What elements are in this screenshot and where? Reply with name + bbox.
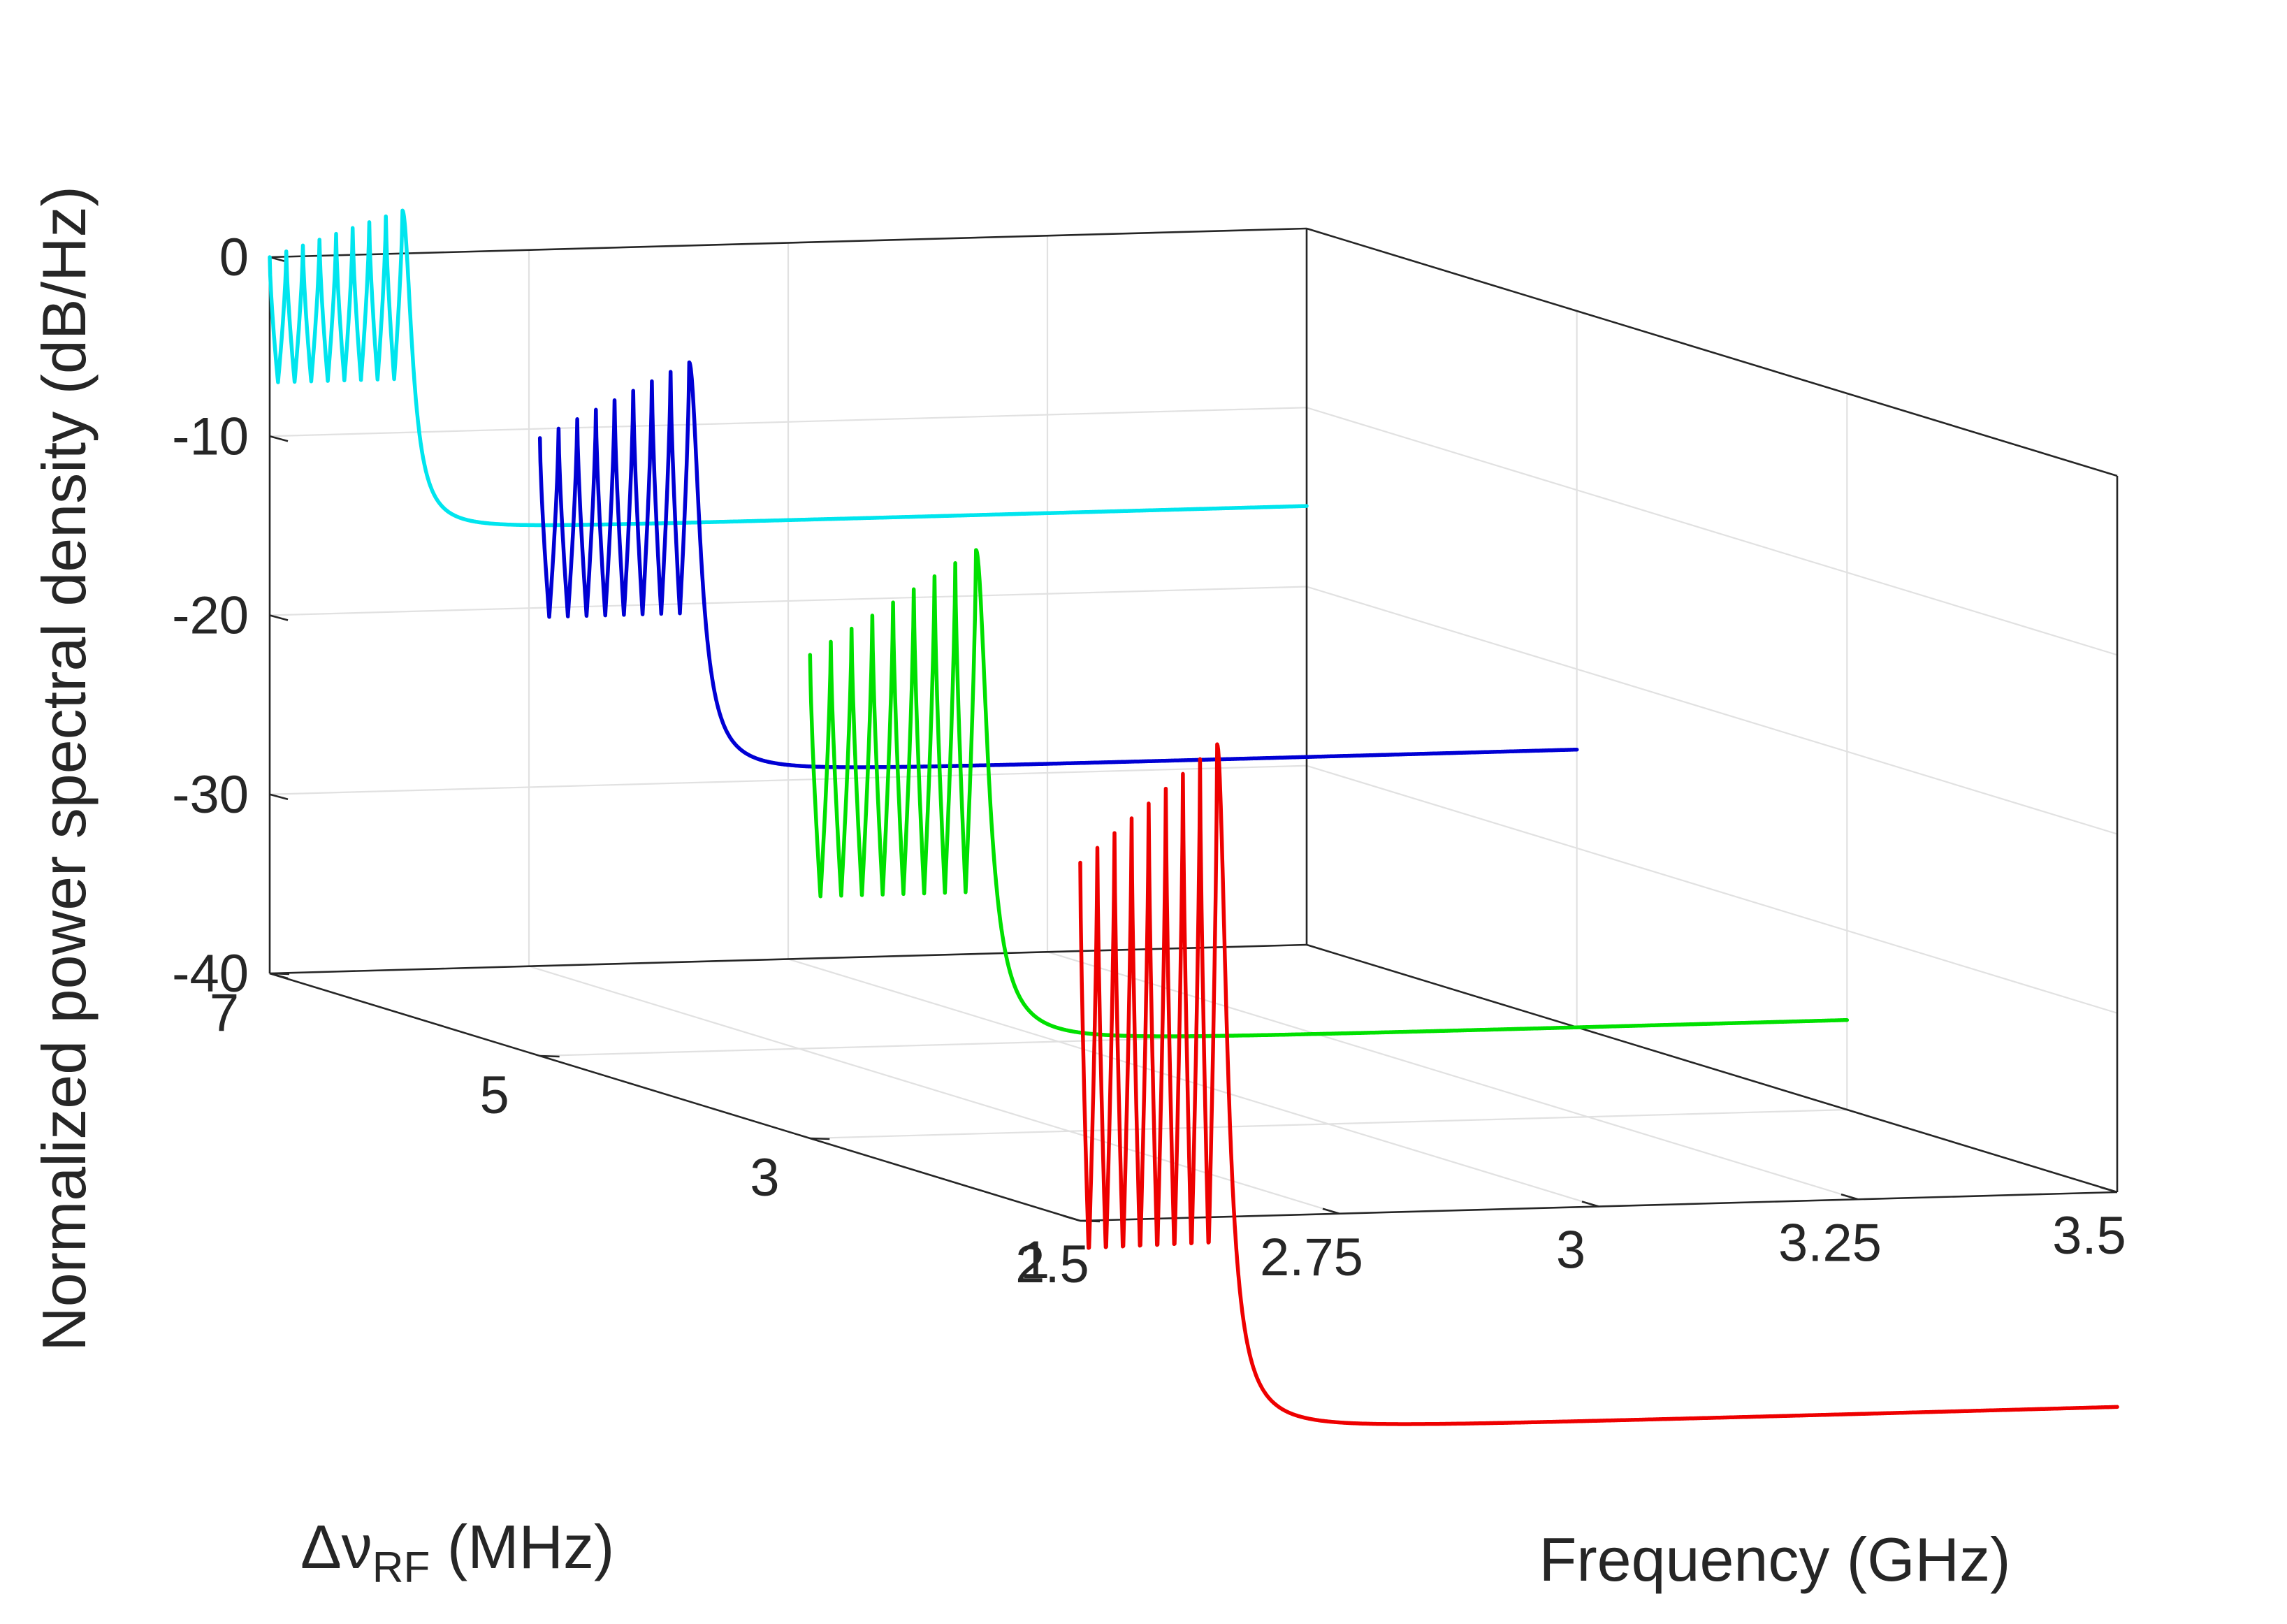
x-tick-label: 2.5	[1015, 1235, 1089, 1294]
y-tick-mark	[810, 1137, 830, 1140]
z-axis-label: Normalized power spectral density (dB/Hz…	[29, 186, 99, 1351]
grid-line-x-floor	[528, 965, 1340, 1215]
series-group	[268, 208, 2119, 1426]
z-tick-label: -40	[172, 944, 249, 1003]
grid-lines	[268, 227, 2119, 1222]
z-tick-label: -30	[172, 765, 249, 825]
series-line-3mhz	[808, 548, 1850, 1038]
grid-line-z-side	[1306, 764, 2118, 1014]
y-tick-mark	[539, 1054, 560, 1058]
x-tick-mark	[1581, 1201, 1599, 1208]
tick-labels: 2.5 2.75 3 3.25 3.5 1 3 5 7 0 -10 -20 -30 -40	[172, 228, 2126, 1294]
x-tick-label: 2.75	[1260, 1228, 1363, 1287]
y-axis-label-subscript: RF	[372, 1544, 430, 1592]
grid-line-x-floor	[1047, 951, 1859, 1201]
axis-box-edge	[269, 227, 1307, 259]
series-line-7mhz	[268, 208, 1309, 528]
axis-box-edge	[269, 972, 1081, 1222]
z-tick-mark	[269, 793, 289, 801]
y-axis-label: ΔνRF (MHz)	[300, 1512, 614, 1592]
x-tick-mark	[2100, 1186, 2118, 1194]
grid-line-z-side	[1306, 407, 2118, 656]
grid-line-z-side	[1306, 586, 2118, 835]
x-tick-label: 3	[1556, 1221, 1585, 1280]
axis-box-edge	[1306, 227, 2118, 477]
axis-box-edge	[1306, 943, 2118, 1194]
x-tick-mark	[1063, 1215, 1081, 1222]
z-tick-mark	[269, 972, 289, 980]
y-tick-label: 5	[480, 1066, 509, 1125]
grid-line-y-floor	[810, 1108, 1847, 1140]
z-tick-label: -20	[172, 586, 249, 646]
series-line-1mhz	[1078, 742, 2119, 1426]
grid-line-z-back	[269, 407, 1307, 437]
series-line-5mhz	[537, 360, 1579, 769]
y-tick-label: 7	[210, 983, 239, 1043]
y-tick-label: 3	[750, 1148, 779, 1208]
y-tick-label: 1	[1020, 1231, 1050, 1290]
x-tick-label: 3.25	[1778, 1213, 1882, 1273]
y-axis-label-main: Δν	[300, 1512, 372, 1581]
x-tick-mark	[1841, 1194, 1859, 1201]
x-axis-label: Frequency (GHz)	[1539, 1525, 2011, 1594]
axes-box	[268, 227, 2119, 1223]
z-tick-mark	[269, 614, 289, 621]
x-tick-label: 3.5	[2052, 1206, 2126, 1266]
grid-line-z-back	[269, 586, 1307, 616]
grid-line-z-back	[269, 764, 1307, 795]
z-tick-label: -10	[172, 407, 249, 466]
z-tick-mark	[269, 435, 289, 442]
y-axis-label-unit: (MHz)	[430, 1512, 614, 1581]
z-tick-label: 0	[219, 228, 249, 287]
x-tick-mark	[1322, 1208, 1340, 1215]
